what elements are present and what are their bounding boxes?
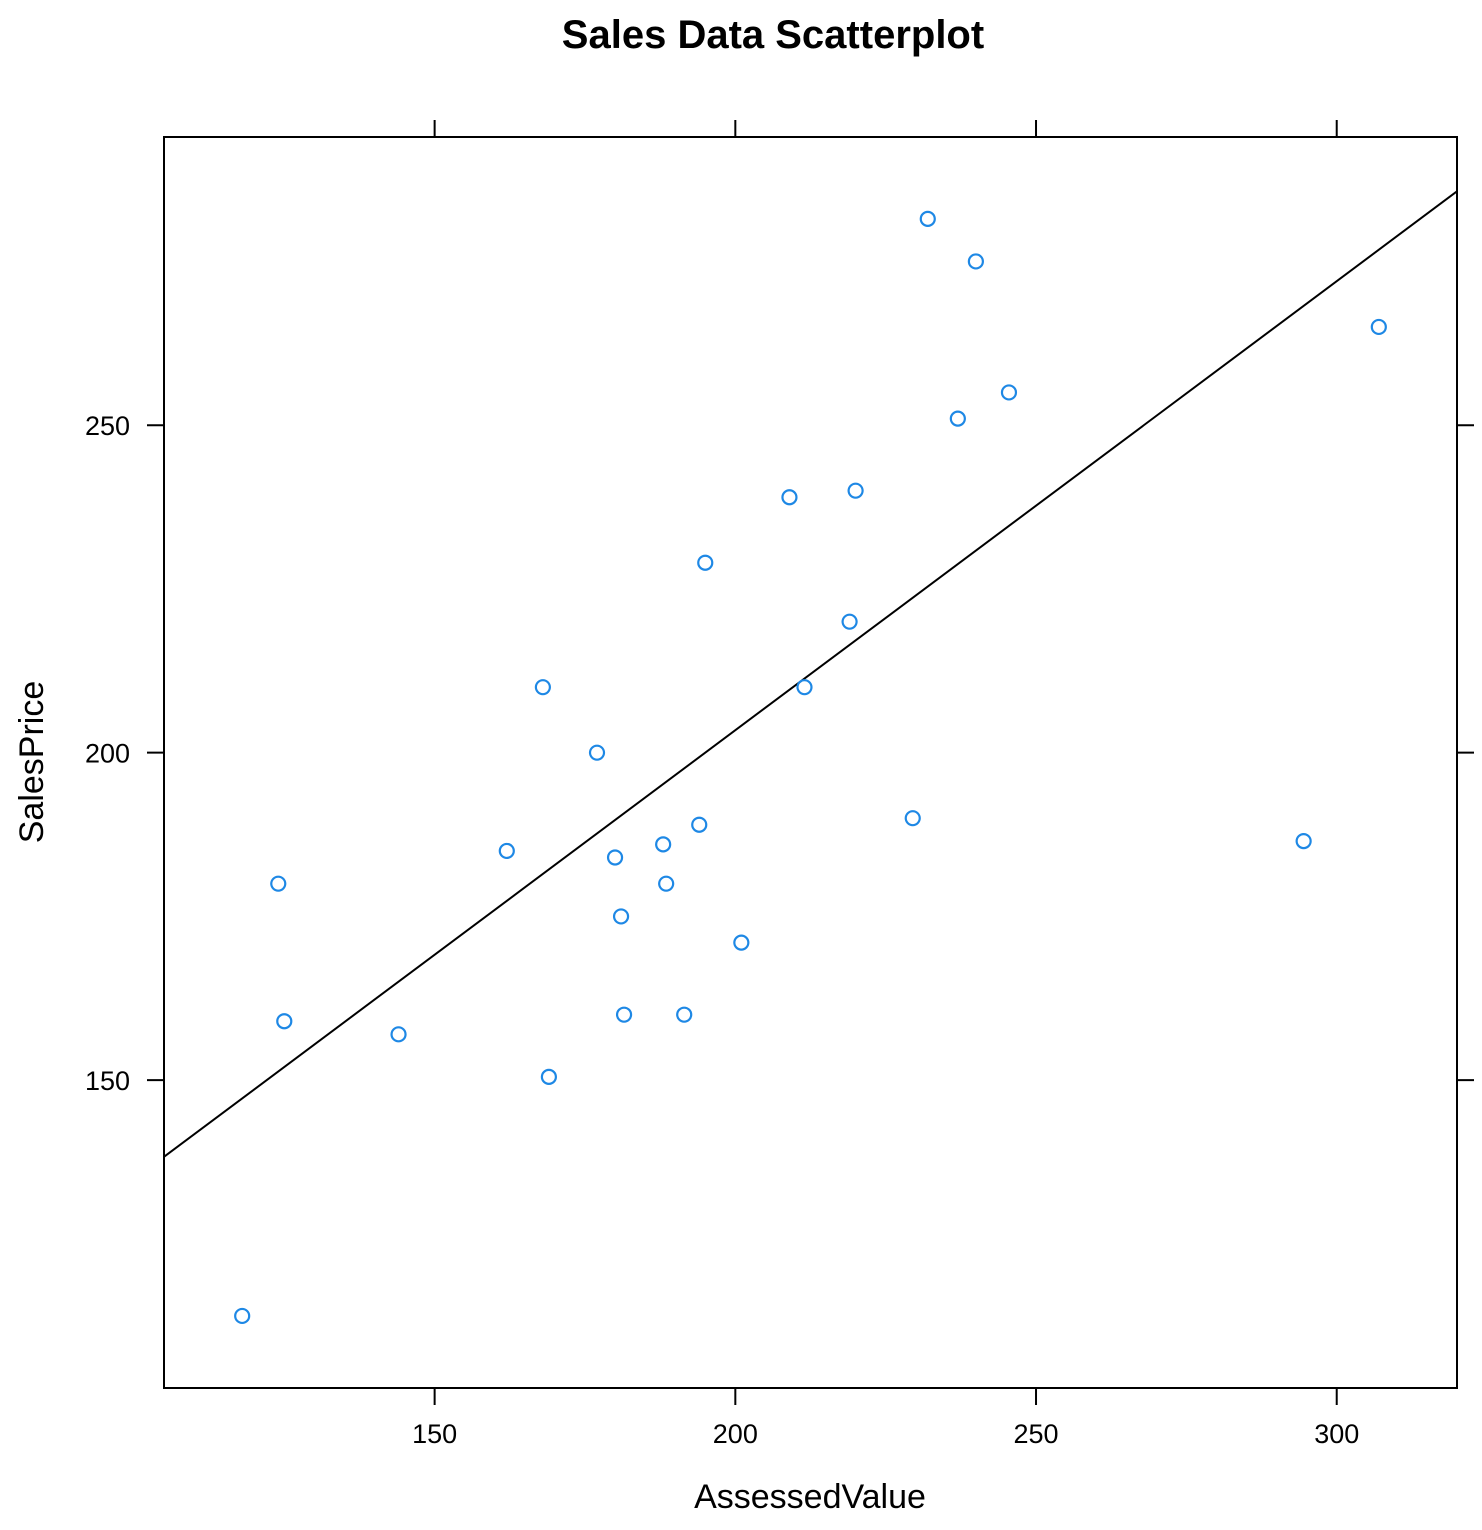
regression-line	[163, 190, 1458, 1158]
y-tick-label: 150	[85, 1066, 130, 1096]
tick-labels: 150 200 250 300 150 200 250	[85, 411, 1359, 1449]
data-point	[781, 489, 798, 506]
data-point	[498, 842, 515, 860]
data-point	[796, 679, 813, 696]
data-point	[676, 1006, 693, 1023]
data-point	[390, 1026, 407, 1043]
data-point	[234, 1307, 251, 1325]
chart-title: Sales Data Scatterplot	[562, 13, 984, 57]
data-point	[270, 875, 287, 892]
data-point	[658, 875, 675, 892]
y-axis-title: SalesPrice	[13, 681, 51, 844]
data-point	[615, 1006, 633, 1023]
plot-frame	[163, 136, 1458, 1389]
data-point	[1370, 318, 1387, 336]
data-point	[1295, 832, 1312, 850]
data-point	[847, 482, 864, 499]
data-point	[949, 410, 966, 427]
data-point	[919, 210, 936, 227]
data-point	[841, 613, 858, 630]
data-point	[655, 836, 672, 853]
x-axis-title: AssessedValue	[694, 1478, 926, 1516]
data-point	[588, 744, 606, 761]
regression-line-layer	[163, 190, 1458, 1158]
y-tick-label: 250	[85, 411, 130, 441]
data-point	[697, 554, 714, 571]
x-tick-label: 250	[1013, 1419, 1058, 1449]
data-point	[612, 908, 630, 925]
x-tick-label: 200	[713, 1419, 758, 1449]
data-point	[733, 934, 750, 951]
data-point	[534, 679, 551, 696]
data-points	[234, 210, 1387, 1325]
x-tick-label: 150	[412, 1419, 457, 1449]
data-point	[540, 1068, 557, 1085]
y-tick-label: 200	[85, 739, 130, 769]
data-point	[1000, 384, 1018, 401]
data-point	[904, 810, 921, 827]
data-point	[276, 1013, 293, 1030]
data-point	[691, 816, 708, 833]
x-tick-label: 300	[1314, 1419, 1359, 1449]
data-point	[606, 849, 624, 866]
data-point	[967, 253, 984, 270]
axis-ticks	[147, 120, 1474, 1405]
